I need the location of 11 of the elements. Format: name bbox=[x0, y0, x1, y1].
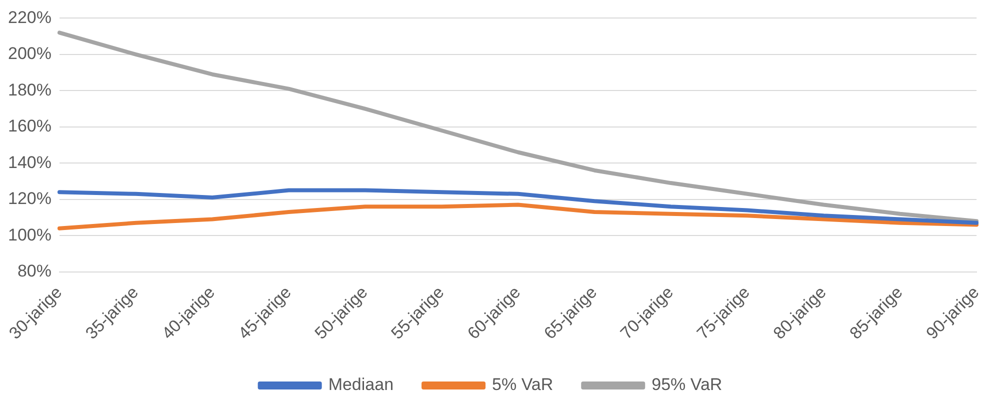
legend-label: 5% VaR bbox=[492, 375, 554, 394]
y-tick-label: 160% bbox=[8, 116, 52, 136]
legend-label: Mediaan bbox=[328, 375, 394, 394]
y-tick-label: 140% bbox=[8, 152, 52, 172]
y-tick-label: 220% bbox=[8, 8, 52, 27]
y-tick-label: 180% bbox=[8, 80, 52, 100]
y-tick-label: 80% bbox=[17, 261, 52, 280]
y-tick-label: 200% bbox=[8, 44, 52, 64]
legend-label: 95% VaR bbox=[652, 375, 722, 394]
y-tick-label: 100% bbox=[8, 225, 52, 244]
y-tick-label: 120% bbox=[8, 189, 52, 208]
